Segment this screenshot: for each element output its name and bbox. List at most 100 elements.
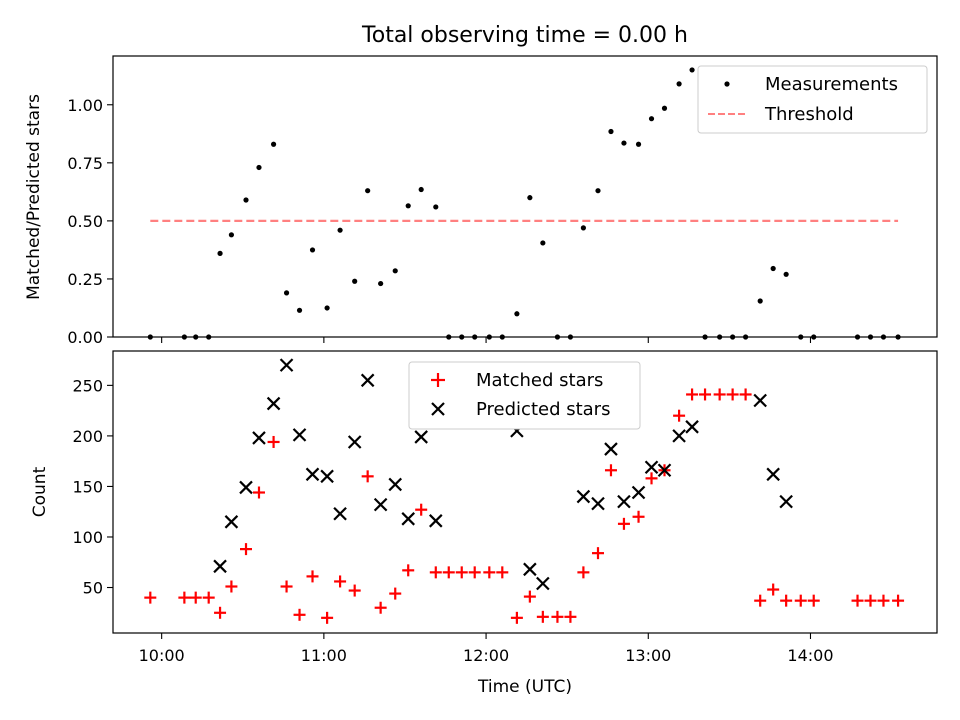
predicted-star-point (279, 358, 294, 372)
matched-star-point (604, 464, 617, 477)
matched-star-point (455, 566, 468, 579)
measurement-point (783, 271, 789, 277)
bottom-axes: 50 100 150 200 250 10:00 11:00 12:00 13:00 14:00 (72, 376, 833, 665)
matched-star-point (617, 517, 630, 530)
predicted-star-point (766, 467, 780, 482)
matched-star-point (851, 594, 864, 607)
measurement-point (770, 265, 776, 272)
legend-threshold-label: Threshold (764, 104, 854, 125)
matched-star-point (739, 388, 752, 401)
predicted-star-point (388, 477, 403, 492)
measurement-point (365, 188, 371, 194)
predicted-star-point (536, 576, 550, 591)
matched-star-point (415, 503, 428, 516)
bottom-xtick-label: 11:00 (301, 646, 347, 665)
predicted-star-point (644, 460, 659, 475)
predicted-star-point (604, 442, 618, 456)
measurement-point (217, 250, 223, 256)
matched-star-point (293, 608, 306, 621)
predicted-star-point (292, 428, 307, 442)
matched-star-point (389, 587, 402, 600)
measurement-point (256, 164, 262, 171)
matched-star-point (429, 566, 442, 579)
matched-star-point (645, 472, 658, 485)
matched-star-point (483, 566, 496, 579)
predicted-star-point (685, 420, 699, 434)
bottom-ytick-label: 50 (83, 579, 103, 598)
bottom-xtick-label: 13:00 (625, 646, 671, 665)
matched-star-point (877, 594, 890, 607)
top-axes: 0.00 0.25 0.50 0.75 1.00 (67, 96, 812, 347)
matched-star-point (536, 610, 549, 623)
matched-star-point (523, 590, 536, 603)
matched-star-point (321, 611, 334, 624)
legend-measurements-marker (724, 81, 730, 87)
measurement-point (595, 188, 601, 194)
legend-measurements-label: Measurements (765, 74, 898, 95)
matched-star-point (892, 594, 905, 607)
predicted-star-point (373, 497, 388, 512)
matched-star-point (202, 591, 215, 604)
matched-star-point (225, 580, 238, 593)
measurement-point (405, 203, 411, 209)
measurement-point (635, 141, 642, 147)
top-ytick-label: 0.00 (67, 328, 103, 347)
legend-matched-label: Matched stars (476, 370, 603, 391)
measurement-point (661, 105, 668, 111)
matched-star-point (496, 566, 509, 579)
predicted-star-point (657, 463, 672, 478)
top-ytick-label: 0.25 (67, 270, 103, 289)
matched-star-point (780, 594, 793, 607)
measurement-point (270, 141, 277, 147)
matched-star-point (361, 470, 374, 483)
measurement-point (378, 280, 384, 287)
top-ytick-label: 0.75 (67, 154, 103, 173)
measurement-point (352, 278, 358, 284)
matched-star-point (402, 564, 415, 577)
measurement-point (243, 197, 249, 203)
predicted-star-point (523, 562, 537, 577)
measurement-point (648, 116, 655, 122)
matched-star-point (144, 591, 157, 604)
legend-predicted-label: Predicted stars (476, 399, 610, 420)
matched-star-point (864, 594, 877, 607)
measurement-point (527, 195, 533, 201)
bottom-ytick-label: 100 (72, 528, 103, 547)
predicted-star-point (753, 393, 767, 408)
bottom-y-axis-label: Count (30, 466, 50, 517)
matched-star-point (577, 566, 590, 579)
matched-star-point (699, 388, 712, 401)
matched-star-point (240, 543, 253, 556)
predicted-star-point (239, 480, 253, 495)
bottom-x-axis-label: Time (UTC) (477, 677, 572, 697)
bottom-marks (144, 358, 905, 624)
predicted-star-point (360, 373, 375, 388)
matched-star-point (334, 575, 347, 588)
top-ytick-label: 1.00 (67, 96, 103, 115)
matched-star-point (374, 601, 387, 614)
predicted-star-point (617, 494, 631, 509)
predicted-star-point (333, 506, 347, 521)
legend-predicted-marker (431, 402, 445, 416)
predicted-star-point (401, 512, 415, 526)
matched-star-point (713, 388, 726, 401)
measurement-point (418, 186, 424, 193)
matched-star-point (794, 594, 807, 607)
predicted-star-point (591, 496, 605, 511)
matched-star-point (754, 594, 767, 607)
matched-star-point (442, 566, 455, 579)
measurement-point (580, 225, 586, 231)
measurement-point (433, 204, 439, 210)
measurement-point (540, 240, 546, 246)
predicted-star-point (266, 396, 281, 411)
predicted-star-point (213, 559, 227, 574)
measurement-point (228, 232, 235, 238)
measurement-point (514, 311, 520, 317)
matched-star-point (468, 566, 481, 579)
predicted-star-point (429, 514, 443, 528)
measurement-point (296, 307, 303, 313)
matched-star-point (767, 583, 780, 596)
predicted-star-point (414, 430, 428, 444)
